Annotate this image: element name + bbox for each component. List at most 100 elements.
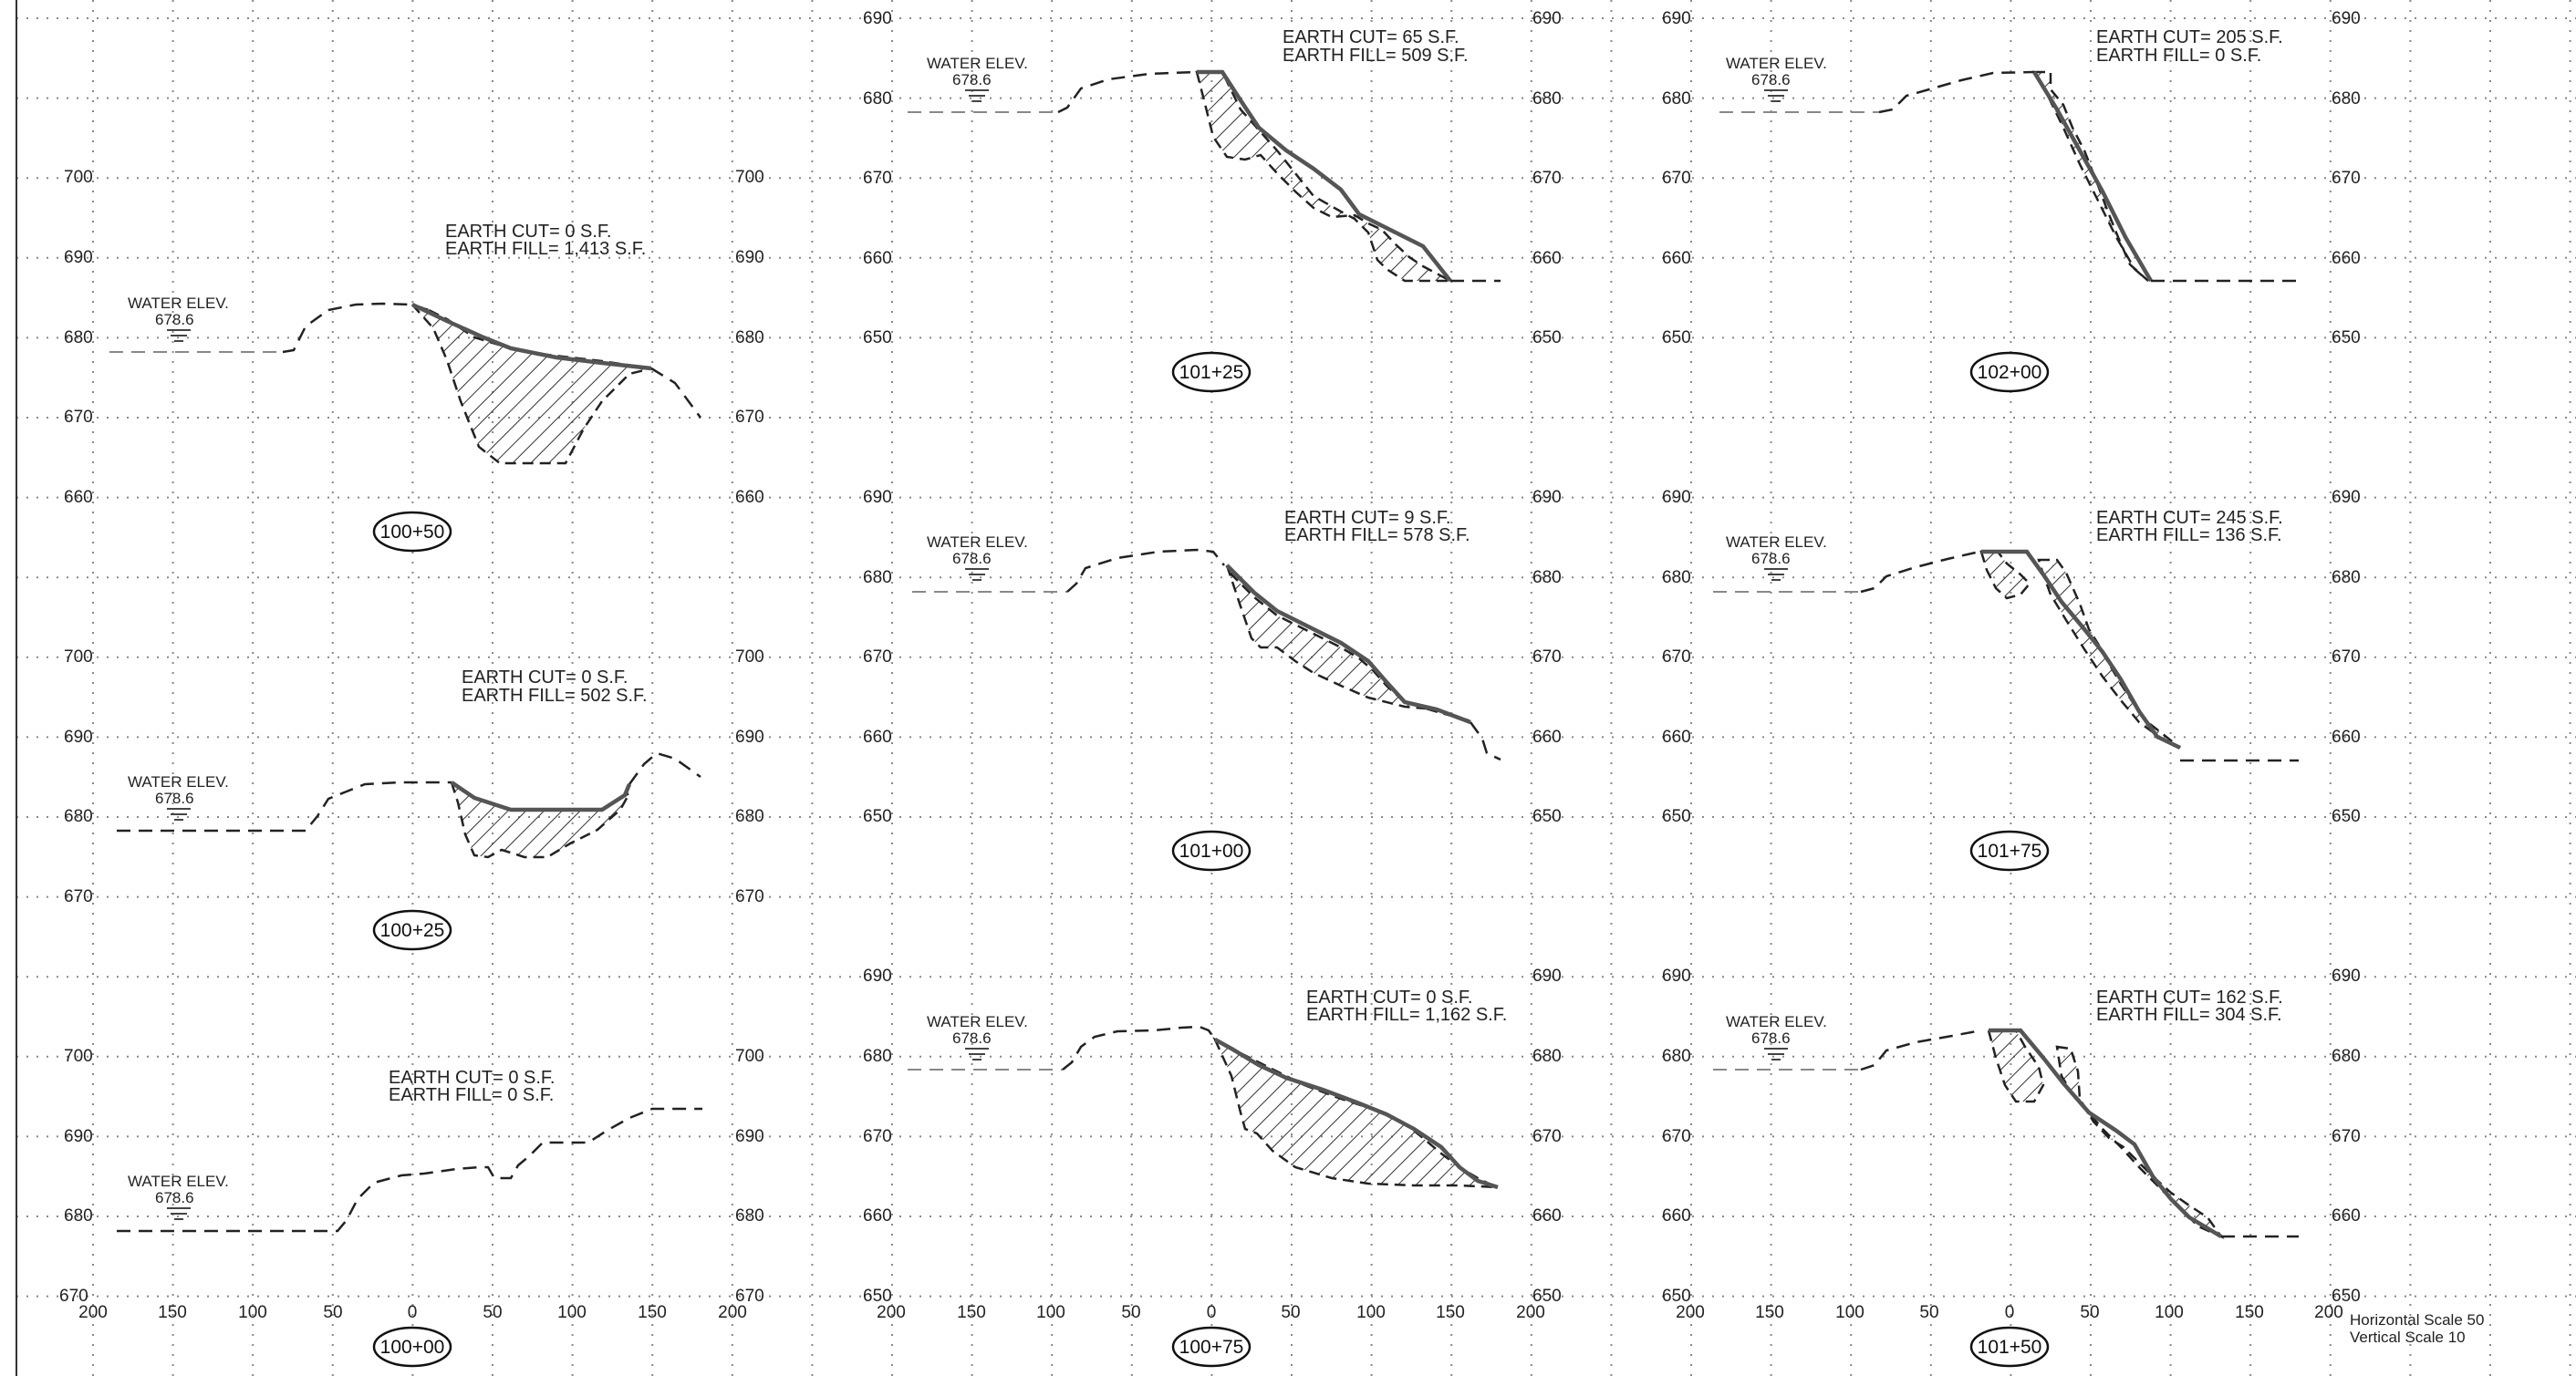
offset-axis-labels: 200 150 100 50 0 50 100 150 200: [877, 1303, 1545, 1322]
earth-cut-label: EARTH CUT= 9 S.F.: [1284, 508, 1450, 528]
offset-label: 200: [78, 1303, 108, 1322]
section-101-50: 690 680 670 660 650 690 680 670 660 650 …: [1662, 967, 2361, 1368]
elev-label: 660: [1662, 249, 1691, 268]
elev-label: 680: [735, 1206, 764, 1226]
elev-label: 680: [863, 1047, 892, 1066]
left-elevation-labels: 690 680 670 660 650: [863, 488, 892, 826]
elev-label: 680: [735, 807, 764, 826]
station-ellipse: [372, 1326, 452, 1368]
earth-fill-label: EARTH FILL= 1,413 S.F.: [445, 239, 646, 259]
elev-label: 650: [863, 328, 892, 347]
design-section-line: [1197, 69, 1452, 283]
fill-area: [408, 302, 652, 465]
elev-label: 670: [863, 1127, 892, 1146]
design-section-line: [1225, 564, 1471, 725]
elev-label: 700: [735, 168, 764, 187]
station-ellipse: [1969, 1326, 2050, 1368]
right-elevation-labels: 690 680 670 660 650: [2332, 967, 2361, 1306]
existing-ground-line-right: [650, 367, 702, 419]
offset-label: 150: [1755, 1303, 1784, 1322]
cut-area: [2055, 1045, 2225, 1239]
right-elevation-labels: 690 680 670 660 650: [1532, 488, 1562, 826]
elev-label: 690: [1532, 9, 1562, 28]
elev-label: 690: [2332, 967, 2361, 986]
elev-label: 670: [64, 408, 93, 427]
existing-ground-line: [1860, 1029, 1982, 1071]
elev-label: 700: [735, 1047, 764, 1066]
elev-label: 660: [1532, 249, 1562, 268]
left-elevation-labels: 690 680 670 660 650: [1662, 488, 1691, 826]
water-elev-label: WATER ELEV.: [128, 295, 229, 312]
elev-label: 680: [2332, 568, 2361, 587]
left-elevation-labels: 700 690 680 670: [64, 647, 93, 906]
elev-label: 670: [1532, 647, 1562, 667]
station-ellipse: [1171, 351, 1252, 393]
elev-label: 670: [735, 1287, 764, 1306]
elev-label: 690: [735, 1127, 764, 1146]
section-100-00: 700 690 680 670 700 690 680 670 200 150 …: [59, 1047, 764, 1368]
station-label-100-00: 100+00: [372, 1326, 452, 1368]
elev-label: 650: [1662, 1287, 1691, 1306]
station-ellipse: [372, 909, 452, 951]
offset-label: 200: [718, 1303, 747, 1322]
water-elev-value: 678.6: [952, 550, 992, 567]
elev-label: 650: [1532, 328, 1562, 347]
earth-fill-label: EARTH FILL= 0 S.F.: [389, 1085, 554, 1105]
station-text: 102+00: [1978, 362, 2042, 383]
offset-label: 100: [1835, 1303, 1864, 1322]
water-symbol-icon: [167, 808, 191, 821]
elev-label: 660: [1532, 728, 1562, 747]
elev-label: 690: [735, 728, 764, 747]
right-elevation-labels: 700 690 680 670: [735, 1047, 764, 1306]
offset-label: 100: [238, 1303, 267, 1322]
water-symbol-icon: [167, 329, 191, 342]
water-symbol-icon: [965, 568, 989, 581]
right-elevation-labels: 690 680 670 660 650: [2332, 9, 2361, 347]
offset-label: 50: [1919, 1303, 1938, 1322]
elev-label: 670: [735, 887, 764, 906]
offset-axis-labels: 200 150 100 50 0 50 100 150 200: [78, 1303, 747, 1322]
elev-label: 670: [863, 647, 892, 667]
vertical-scale-label: Vertical Scale 10: [2350, 1329, 2466, 1346]
water-elev-label: WATER ELEV.: [128, 1173, 229, 1190]
station-ellipse: [1171, 830, 1252, 872]
elev-label: 700: [64, 647, 93, 667]
offset-axis-labels: 200 150 100 50 0 50 100 150 200: [1676, 1303, 2343, 1322]
water-symbol-icon: [1764, 568, 1788, 581]
elev-label: 680: [2332, 89, 2361, 109]
section-101-25: 690 680 670 660 650 690 680 670 660 650 …: [863, 9, 1562, 393]
elev-label: 700: [64, 168, 93, 187]
left-elevation-labels: 700 690 680 670: [59, 1047, 93, 1306]
offset-label: 0: [1207, 1303, 1217, 1322]
offset-label: 200: [1516, 1303, 1545, 1322]
design-section-line: [1981, 549, 2181, 750]
scale-note: Horizontal Scale 50 Vertical Scale 10: [2350, 1311, 2484, 1346]
design-section-line: [450, 781, 632, 812]
station-ellipse: [1969, 830, 2050, 872]
elev-label: 690: [1662, 967, 1691, 986]
elev-label: 690: [1532, 967, 1562, 986]
offset-label: 50: [1121, 1303, 1140, 1322]
design-section-line: [2032, 70, 2153, 283]
elev-label: 650: [1532, 807, 1562, 826]
elev-label: 670: [1662, 647, 1691, 667]
offset-label: 100: [1356, 1303, 1386, 1322]
elev-label: 670: [735, 408, 764, 427]
elev-label: 690: [863, 488, 892, 507]
elev-label: 680: [1532, 1047, 1562, 1066]
fill-area: [1225, 564, 1470, 722]
earth-cut-label: EARTH CUT= 205 S.F.: [2096, 27, 2283, 47]
water-symbol-icon: [965, 1048, 989, 1060]
offset-label: 100: [1036, 1303, 1065, 1322]
offset-label: 50: [1281, 1303, 1300, 1322]
elev-label: 680: [2332, 1047, 2361, 1066]
station-ellipse: [1969, 351, 2050, 393]
water-symbol-icon: [167, 1207, 191, 1220]
right-elevation-labels: 700 690 680 670 660: [735, 168, 764, 507]
water-elev-label: WATER ELEV.: [927, 55, 1028, 72]
existing-ground-line: [1860, 550, 1980, 594]
left-elevation-labels: 700 690 680 670 660: [64, 168, 93, 507]
elev-label: 680: [863, 89, 892, 109]
elev-label: 670: [1532, 1127, 1562, 1146]
water-elev-value: 678.6: [155, 790, 194, 807]
